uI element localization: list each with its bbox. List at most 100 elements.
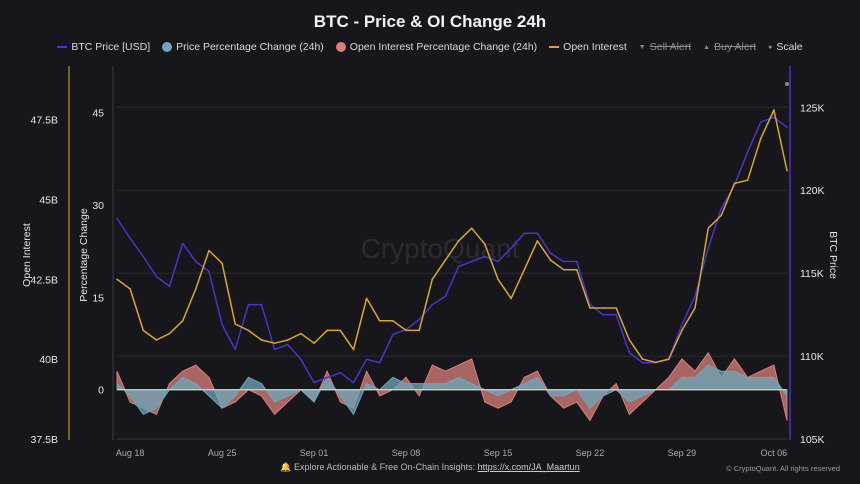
legend-dot-icon bbox=[162, 42, 173, 52]
data-point bbox=[615, 307, 618, 309]
data-point bbox=[247, 303, 250, 306]
legend-item-open-interest[interactable]: Open Interest bbox=[549, 41, 627, 53]
data-point bbox=[195, 288, 197, 290]
data-point bbox=[733, 182, 736, 185]
data-point bbox=[181, 320, 184, 322]
data-point bbox=[339, 371, 342, 374]
x-tick-label: Sep 22 bbox=[576, 448, 605, 458]
data-point bbox=[694, 295, 696, 298]
data-point bbox=[576, 268, 578, 271]
footer-link[interactable]: https://x.com/JA_Maartun bbox=[477, 462, 580, 472]
data-point bbox=[378, 361, 381, 364]
data-point bbox=[431, 278, 434, 281]
x-tick-label: Oct 06 bbox=[761, 448, 788, 458]
data-point bbox=[260, 303, 263, 306]
data-point bbox=[457, 240, 460, 242]
data-point bbox=[142, 329, 145, 332]
legend-line-icon bbox=[549, 46, 560, 48]
data-point bbox=[300, 332, 302, 335]
data-point bbox=[339, 329, 342, 332]
data-point bbox=[326, 376, 328, 379]
price-axis-title: BTC Price bbox=[827, 231, 839, 279]
data-point bbox=[444, 259, 447, 261]
data-point bbox=[654, 361, 657, 364]
scale-dot bbox=[785, 82, 789, 86]
data-point bbox=[470, 227, 473, 229]
data-point bbox=[142, 255, 145, 258]
legend-item-price-pct[interactable]: Price Percentage Change (24h) bbox=[162, 41, 324, 53]
data-point bbox=[326, 329, 328, 332]
data-point bbox=[352, 348, 355, 351]
data-point bbox=[418, 329, 420, 332]
data-point bbox=[773, 109, 775, 111]
data-point bbox=[365, 358, 368, 361]
x-tick-label: Aug 25 bbox=[208, 448, 237, 458]
data-point bbox=[405, 329, 407, 332]
x-tick-label: Aug 18 bbox=[116, 448, 145, 458]
data-point bbox=[602, 307, 604, 309]
data-point bbox=[786, 126, 788, 128]
data-point bbox=[549, 252, 552, 255]
data-point bbox=[628, 351, 631, 354]
oi-tick-label: 45B bbox=[39, 194, 58, 206]
data-point bbox=[300, 358, 302, 361]
legend: BTC Price [USD] Price Percentage Change … bbox=[0, 41, 860, 53]
x-tick-label: Sep 29 bbox=[668, 448, 697, 458]
data-point bbox=[313, 342, 315, 344]
data-point bbox=[129, 237, 131, 240]
pct-tick-label: 0 bbox=[98, 385, 104, 397]
data-point bbox=[641, 358, 644, 360]
data-point bbox=[457, 265, 460, 268]
legend-item-scale[interactable]: ● Scale bbox=[768, 41, 803, 53]
data-point bbox=[681, 329, 683, 332]
data-point bbox=[168, 332, 171, 335]
data-point bbox=[221, 323, 223, 326]
price-tick-label: 115K bbox=[800, 268, 824, 280]
data-point bbox=[365, 297, 368, 300]
pct-tick-label: 45 bbox=[92, 107, 104, 119]
data-point bbox=[641, 361, 644, 364]
legend-line-icon bbox=[57, 46, 68, 48]
data-point bbox=[562, 260, 565, 263]
legend-item-buy-alert[interactable]: ▲ Buy Alert bbox=[703, 41, 757, 53]
chart-title: BTC - Price & OI Change 24h bbox=[313, 12, 547, 31]
oi-tick-label: 40B bbox=[39, 354, 58, 366]
triangle-up-icon: ▲ bbox=[703, 43, 711, 51]
data-point bbox=[378, 320, 381, 322]
series-line-btc-price-usd- bbox=[116, 116, 788, 384]
data-point bbox=[523, 268, 526, 271]
data-point bbox=[759, 137, 762, 140]
oi-tick-label: 42.5B bbox=[31, 274, 58, 286]
legend-item-sell-alert[interactable]: ▼ Sell Alert bbox=[638, 41, 692, 53]
oi-tick-label: 47.5B bbox=[31, 115, 58, 127]
data-point bbox=[615, 313, 618, 316]
data-point bbox=[707, 227, 709, 229]
x-tick-label: Sep 08 bbox=[392, 448, 421, 458]
data-point bbox=[681, 323, 683, 326]
data-point bbox=[497, 260, 499, 263]
data-point bbox=[484, 255, 486, 258]
data-point bbox=[602, 313, 604, 316]
data-point bbox=[234, 323, 237, 325]
data-point bbox=[707, 247, 709, 250]
data-point bbox=[273, 342, 276, 344]
data-point bbox=[746, 151, 749, 153]
data-point bbox=[589, 307, 591, 309]
data-point bbox=[208, 270, 210, 273]
watermark-logo: CryptoQuant bbox=[361, 233, 520, 264]
data-point bbox=[759, 121, 762, 123]
data-point bbox=[523, 232, 526, 235]
data-point bbox=[694, 307, 696, 309]
data-point bbox=[168, 285, 171, 288]
legend-item-btc-price[interactable]: BTC Price [USD] bbox=[57, 41, 150, 53]
price-tick-label: 105K bbox=[800, 434, 825, 446]
data-point bbox=[155, 275, 158, 278]
data-point bbox=[536, 240, 539, 242]
data-point bbox=[116, 217, 118, 220]
data-point bbox=[720, 214, 723, 217]
data-point bbox=[392, 320, 394, 322]
data-point bbox=[234, 348, 237, 351]
footer: 🔔 Explore Actionable & Free On-Chain Ins… bbox=[0, 462, 860, 473]
data-point bbox=[155, 339, 158, 341]
legend-item-oi-pct[interactable]: Open Interest Percentage Change (24h) bbox=[335, 41, 537, 53]
